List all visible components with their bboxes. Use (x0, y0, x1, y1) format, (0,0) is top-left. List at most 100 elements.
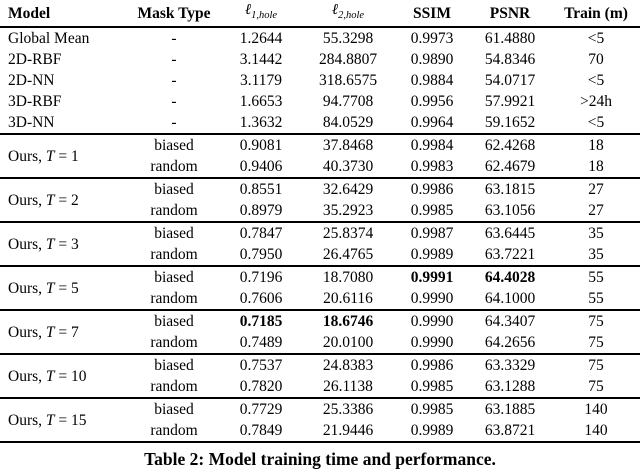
model-label-var: T (45, 191, 55, 209)
column-header-l2-hole: ℓ2,hole (300, 0, 396, 28)
cell-train: 55 (552, 265, 640, 288)
cell-l2: 32.6429 (300, 177, 396, 200)
cell-train: <5 (587, 30, 605, 47)
table-row-ours-t7-biased: Ours, T = 7 biased 0.7185 18.6746 0.9990… (0, 309, 640, 354)
cell-l2: 318.6575 (318, 72, 378, 89)
table-row-ours-t2-biased: Ours, T = 2 biased 0.8551 32.6429 0.9986… (0, 177, 640, 222)
cell-mask-type: random (150, 158, 198, 175)
cell-train: 140 (552, 397, 640, 420)
cell-l2: 20.6116 (323, 290, 373, 307)
model-label-num: 5 (71, 279, 79, 297)
model-label-prefix: Ours, (8, 191, 43, 209)
table-row-3d-nn: 3D-NN - 1.3632 84.0529 0.9964 59.1652 <5 (0, 112, 640, 134)
cell-l2: 94.7708 (322, 93, 374, 110)
table-row-ours-t15-biased: Ours, T = 15 biased 0.7729 25.3386 0.998… (0, 397, 640, 442)
cell-l2: 40.3730 (322, 158, 374, 175)
model-label-num: 2 (71, 191, 79, 209)
cell-model-ours-t3: Ours, T = 3 (0, 221, 126, 266)
model-label-prefix: Ours, (8, 367, 43, 385)
cell-psnr: 63.6445 (468, 221, 552, 244)
cell-mask-type: biased (126, 177, 222, 200)
cell-mask-type: random (150, 422, 198, 439)
cell-train: 35 (588, 246, 604, 263)
model-label-eq: = (58, 367, 68, 385)
model-label-var: T (45, 147, 55, 165)
cell-psnr: 54.8346 (484, 51, 536, 68)
model-label-prefix: Ours, (8, 235, 43, 253)
results-table: Model Mask Type ℓ1,hole ℓ2,hole SSIM PSN… (0, 0, 640, 443)
cell-l1: 0.7950 (239, 246, 283, 263)
cell-l2: 284.8807 (318, 51, 378, 68)
cell-train: 75 (552, 309, 640, 332)
cell-psnr: 63.1056 (484, 202, 536, 219)
cell-train: 27 (552, 177, 640, 200)
cell-train: 75 (588, 378, 604, 395)
cell-l2: 24.8383 (300, 353, 396, 376)
cell-ssim: 0.9989 (410, 422, 454, 439)
cell-ssim: 0.9973 (410, 30, 454, 47)
cell-psnr: 64.1000 (484, 290, 536, 307)
model-label-eq: = (58, 235, 68, 253)
cell-l2: 84.0529 (322, 114, 374, 131)
table-row-ours-t10-random: random 0.7820 26.1138 0.9985 63.1288 75 (0, 376, 640, 398)
cell-train: 35 (552, 221, 640, 244)
cell-mask-type: - (171, 30, 177, 47)
cell-mask-type: - (171, 114, 177, 131)
table-row-ours-t7-random: random 0.7489 20.0100 0.9990 64.2656 75 (0, 332, 640, 354)
cell-psnr: 63.7221 (484, 246, 536, 263)
model-label-var: T (45, 235, 55, 253)
cell-mask-type: - (171, 93, 177, 110)
cell-mask-type: biased (126, 309, 222, 332)
model-label-prefix: Ours, (8, 411, 43, 429)
cell-psnr: 54.0717 (484, 72, 536, 89)
model-label-eq: = (58, 191, 68, 209)
cell-train: 18 (588, 158, 604, 175)
cell-model-ours-t1: Ours, T = 1 (0, 133, 126, 178)
cell-l2: 20.0100 (322, 334, 374, 351)
cell-mask-type: biased (126, 133, 222, 156)
cell-l1: 0.7196 (222, 265, 300, 288)
cell-ssim: 0.9964 (410, 114, 454, 131)
cell-model-ours-t15: Ours, T = 15 (0, 397, 126, 442)
l1-subscript: 1,hole (251, 10, 278, 21)
cell-ssim-best: 0.9991 (396, 265, 468, 288)
cell-l1: 0.7606 (239, 290, 283, 307)
cell-l1: 0.7537 (222, 353, 300, 376)
cell-l1: 0.8979 (239, 202, 283, 219)
table-row-ours-t3-biased: Ours, T = 3 biased 0.7847 25.8374 0.9987… (0, 221, 640, 266)
cell-l1: 0.9406 (239, 158, 283, 175)
header-row: Model Mask Type ℓ1,hole ℓ2,hole SSIM PSN… (0, 0, 640, 28)
cell-psnr: 62.4268 (468, 133, 552, 156)
cell-l1: 3.1442 (239, 51, 283, 68)
model-label-num: 1 (71, 147, 79, 165)
cell-l1: 3.1179 (239, 72, 283, 89)
cell-mask-type: random (150, 334, 198, 351)
model-label-num: 3 (71, 235, 79, 253)
table-row-ours-t5-biased: Ours, T = 5 biased 0.7196 18.7080 0.9991… (0, 265, 640, 310)
cell-ssim: 0.9987 (396, 221, 468, 244)
cell-l1: 0.8551 (222, 177, 300, 200)
cell-train: 18 (552, 133, 640, 156)
cell-model-ours-t5: Ours, T = 5 (0, 265, 126, 310)
cell-ssim: 0.9989 (410, 246, 454, 263)
cell-psnr: 64.3407 (468, 309, 552, 332)
cell-l1: 1.3632 (239, 114, 283, 131)
cell-psnr: 64.2656 (484, 334, 536, 351)
cell-ssim: 0.9985 (396, 397, 468, 420)
cell-l1: 0.7849 (239, 422, 283, 439)
l2-subscript: 2,hole (338, 10, 365, 21)
table-row-2d-rbf: 2D-RBF - 3.1442 284.8807 0.9890 54.8346 … (0, 49, 640, 70)
model-label-var: T (45, 411, 55, 429)
cell-train: 75 (552, 353, 640, 376)
cell-l1: 0.7489 (239, 334, 283, 351)
cell-train: <5 (587, 72, 605, 89)
model-label-num: 15 (71, 411, 87, 429)
cell-l2: 21.9446 (322, 422, 374, 439)
cell-model: 3D-RBF (8, 93, 62, 110)
ell-symbol: ℓ (244, 2, 252, 18)
cell-train: 55 (588, 290, 604, 307)
cell-l2: 55.3298 (322, 30, 374, 47)
cell-l1: 0.9081 (222, 133, 300, 156)
cell-ssim: 0.9983 (410, 158, 454, 175)
cell-model: 3D-NN (8, 114, 55, 131)
